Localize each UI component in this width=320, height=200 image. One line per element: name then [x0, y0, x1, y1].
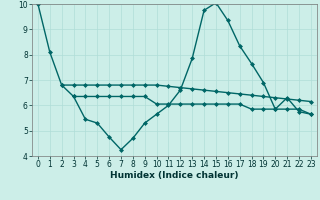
X-axis label: Humidex (Indice chaleur): Humidex (Indice chaleur): [110, 171, 239, 180]
